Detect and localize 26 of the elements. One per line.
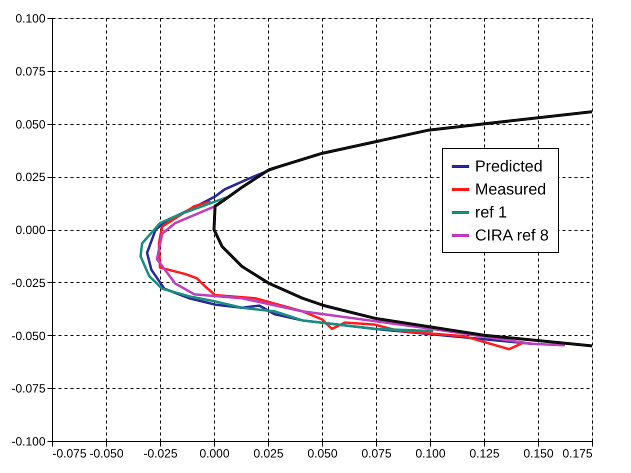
x-tick-label: 0.175 xyxy=(562,446,593,460)
legend-label: Measured xyxy=(475,182,546,198)
y-tick-label: -0.100 xyxy=(11,434,46,448)
y-tick-label: 0.025 xyxy=(15,170,46,184)
x-tick-label: -0.025 xyxy=(143,446,178,460)
x-tick-label: 0.150 xyxy=(523,446,554,460)
x-tick-label: 0.125 xyxy=(469,446,500,460)
x-tick-label: 0.000 xyxy=(199,446,230,460)
y-tick-label: -0.075 xyxy=(11,382,46,396)
legend-label: CIRA ref 8 xyxy=(475,228,549,244)
x-tick-label: 0.050 xyxy=(307,446,338,460)
x-tick-label: -0.075 xyxy=(52,446,87,460)
y-tick-label: 0.100 xyxy=(15,12,46,26)
x-tick-label: 0.075 xyxy=(361,446,392,460)
y-tick-label: 0.000 xyxy=(15,223,46,237)
legend-label: ref 1 xyxy=(475,204,508,222)
line-series xyxy=(139,195,434,332)
x-tick-label: 0.025 xyxy=(253,446,284,460)
x-tick-label: -0.050 xyxy=(89,446,124,460)
y-tick-label: -0.025 xyxy=(11,276,46,290)
line-series xyxy=(212,110,592,348)
x-tick-label: 0.100 xyxy=(415,446,446,460)
legend-label: Predicted xyxy=(475,158,543,176)
y-tick-label: -0.050 xyxy=(11,328,46,343)
y-tick-label: 0.075 xyxy=(15,64,46,78)
y-tick-label: 0.050 xyxy=(15,117,46,132)
